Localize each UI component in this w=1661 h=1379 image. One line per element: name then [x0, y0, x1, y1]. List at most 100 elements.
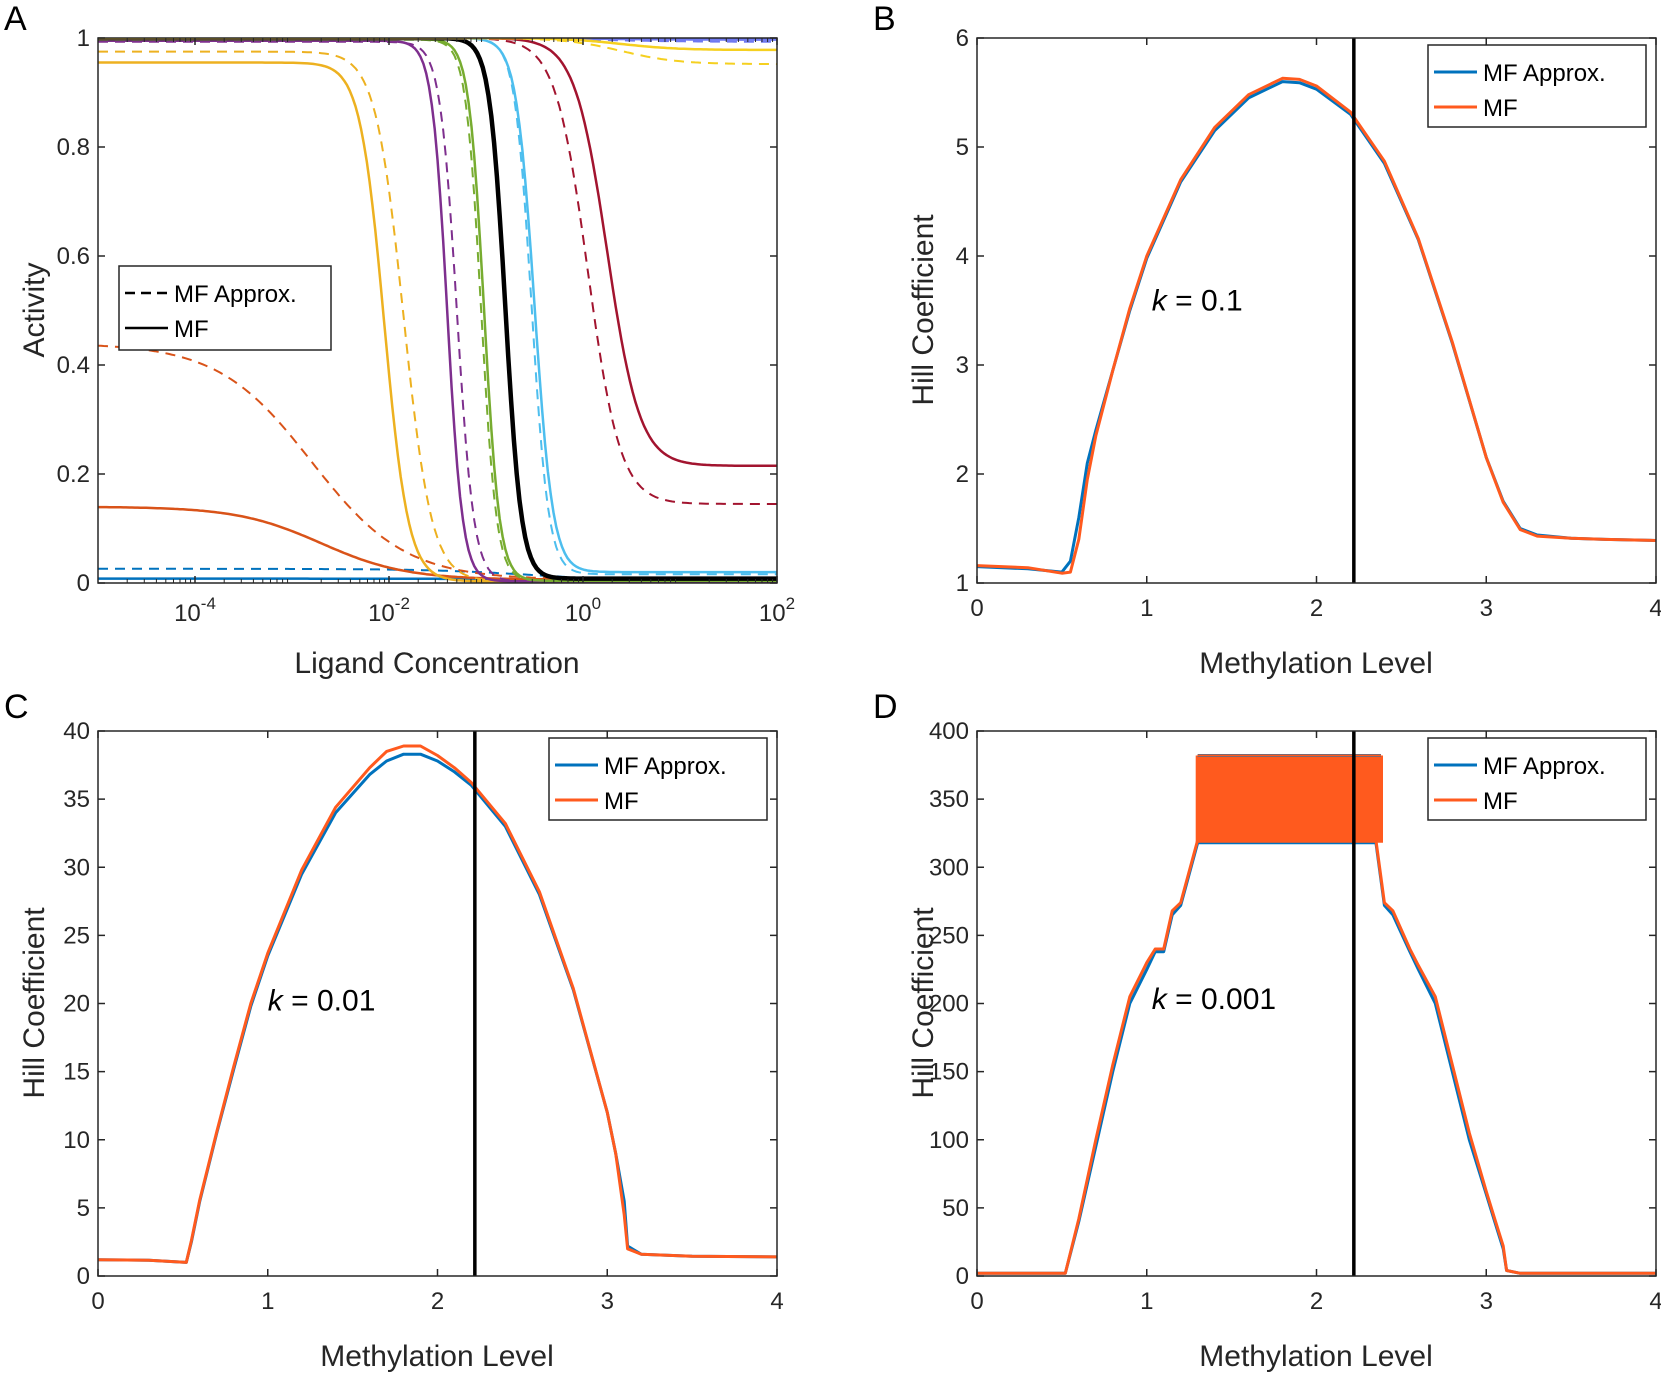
series-line: [98, 38, 777, 66]
legend-label-mf: MF: [1483, 95, 1518, 122]
x-tick-label: 1: [1140, 595, 1153, 622]
x-tick-label: 3: [601, 1288, 614, 1315]
x-tick-label: 10-4: [174, 594, 216, 627]
x-tick-label: 102: [759, 594, 795, 627]
series-line: [977, 841, 1656, 1275]
series-line: [977, 80, 1656, 574]
y-tick-label: 300: [929, 854, 969, 881]
legend-label-mf: MF: [174, 316, 209, 343]
y-tick-label: 350: [929, 786, 969, 813]
x-tick-label: 0: [91, 1288, 104, 1315]
y-tick-label: 5: [956, 134, 969, 161]
y-tick-label: 1: [77, 25, 90, 52]
y-tick-label: 6: [956, 25, 969, 52]
x-tick-label: 1: [261, 1288, 274, 1315]
y-tick-label: 0.6: [57, 243, 90, 270]
legend-box-a: [118, 265, 332, 351]
series-line: [98, 38, 777, 576]
panel-d: D 0 1 2 3 4 0 50 100 150 200 250 300 350 400 k = 0.00…: [873, 688, 1661, 1373]
legend-label-mf-approx: MF Approx.: [1483, 60, 1606, 87]
annotation-b: k = 0.1: [1152, 285, 1243, 318]
y-tick-label: 20: [63, 991, 90, 1018]
x-tick-label: 4: [1649, 595, 1661, 622]
x-tick-label: 3: [1480, 1288, 1493, 1315]
panel-a: A 10-4 10-2 100 102 0 0.2 0.4 0.6 0.8 1 Ligand Co…: [4, 0, 795, 680]
annotation-d: k = 0.001: [1152, 983, 1276, 1016]
y-tick-label: 50: [942, 1195, 969, 1222]
x-tick-label: 2: [1310, 595, 1323, 622]
series-line: [977, 838, 1656, 1275]
annotation-value-b: = 0.1: [1167, 285, 1243, 318]
y-tick-label: 4: [956, 243, 969, 270]
annotation-var-b: k: [1152, 285, 1169, 318]
panel-letter-a: A: [4, 0, 27, 38]
y-tick-label: 0.2: [57, 461, 90, 488]
x-tick-label: 4: [1649, 1288, 1661, 1315]
annotation-c: k = 0.01: [268, 984, 376, 1017]
panel-letter-d: D: [873, 688, 898, 726]
y-tick-label: 0: [77, 570, 90, 597]
legend-label-mf-approx: MF Approx.: [174, 281, 297, 308]
x-tick-label: 1: [1140, 1288, 1153, 1315]
legend-label-mf: MF: [604, 788, 639, 815]
annotation-var-d: k: [1152, 983, 1169, 1016]
y-axis-label-c: Hill Coefficient: [18, 907, 51, 1099]
y-tick-label: 150: [929, 1059, 969, 1086]
annotation-value-c: = 0.01: [283, 984, 376, 1017]
y-tick-label: 30: [63, 854, 90, 881]
plateau-oscillation: [1195, 755, 1383, 843]
legend-box-b: [1427, 44, 1647, 128]
y-tick-label: 2: [956, 461, 969, 488]
x-tick-label: 0: [970, 1288, 983, 1315]
y-tick-label: 3: [956, 352, 969, 379]
y-tick-label: 10: [63, 1127, 90, 1154]
y-tick-label: 100: [929, 1127, 969, 1154]
y-tick-label: 400: [929, 718, 969, 745]
x-tick-label: 2: [431, 1288, 444, 1315]
series-line: [98, 38, 777, 41]
series-line: [98, 38, 777, 43]
x-axis-label-b: Methylation Level: [1199, 647, 1432, 680]
y-tick-label: 5: [77, 1195, 90, 1222]
series-line: [98, 752, 777, 1264]
x-axis-label-d: Methylation Level: [1199, 1340, 1432, 1373]
series-line: [98, 38, 777, 52]
series-line: [98, 38, 777, 468]
y-tick-label: 0: [77, 1263, 90, 1290]
panel-letter-b: B: [873, 0, 896, 38]
x-tick-label: 100: [565, 594, 601, 627]
y-tick-label: 40: [63, 718, 90, 745]
x-axis-label-c: Methylation Level: [320, 1340, 553, 1373]
axes-frame-a: [97, 37, 778, 584]
series-line: [98, 344, 777, 581]
legend-box-c: [548, 737, 768, 821]
x-axis-label-a: Ligand Concentration: [294, 647, 579, 680]
y-tick-label: 250: [929, 922, 969, 949]
y-axis-label-b: Hill Coefficient: [907, 214, 940, 406]
series-line: [98, 505, 777, 581]
y-tick-label: 1: [956, 570, 969, 597]
annotation-value-d: = 0.001: [1167, 983, 1276, 1016]
y-tick-label: 0.4: [57, 352, 90, 379]
series-line: [98, 38, 777, 574]
y-tick-label: 200: [929, 991, 969, 1018]
x-tick-label: 3: [1480, 595, 1493, 622]
panel-letter-c: C: [4, 688, 29, 726]
legend-label-mf-approx: MF Approx.: [1483, 753, 1606, 780]
x-tick-label: 4: [770, 1288, 783, 1315]
x-tick-label: 0: [970, 595, 983, 622]
y-tick-label: 15: [63, 1059, 90, 1086]
legend-label-mf: MF: [1483, 788, 1518, 815]
y-tick-label: 0: [956, 1263, 969, 1290]
y-axis-label-a: Activity: [18, 262, 51, 357]
series-line: [977, 76, 1656, 575]
x-tick-label: 10-2: [368, 594, 410, 627]
x-tick-label: 2: [1310, 1288, 1323, 1315]
legend-label-mf-approx: MF Approx.: [604, 753, 727, 780]
legend-box-d: [1427, 737, 1647, 821]
annotation-var-c: k: [268, 984, 285, 1017]
y-tick-label: 25: [63, 922, 90, 949]
